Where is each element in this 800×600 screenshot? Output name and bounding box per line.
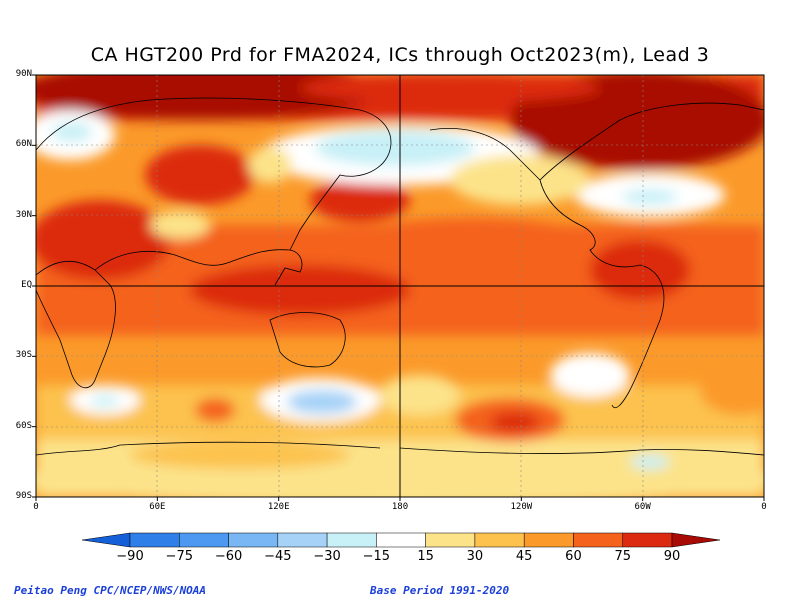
colorbar-swatch xyxy=(277,532,328,548)
map-title: CA HGT200 Prd for FMA2024, ICs through O… xyxy=(90,44,710,66)
colorbar-level-label: 30 xyxy=(466,549,484,564)
colorbar-level-label: 15 xyxy=(417,549,434,564)
colorbar-level-label: −90 xyxy=(116,549,144,564)
lon-label: 120W xyxy=(510,502,533,512)
footer-base-period: Base Period 1991-2020 xyxy=(370,584,510,597)
colorbar-level-label: −30 xyxy=(313,549,341,564)
colorbar-level-label: −45 xyxy=(264,549,292,564)
lat-label: 90S xyxy=(15,491,32,501)
colorbar-swatch xyxy=(326,532,377,548)
footer-credit: Peitao Peng CPC/NCEP/NWS/NOAA xyxy=(14,584,207,597)
lon-label: 180 xyxy=(391,502,409,512)
colorbar-level-label: 60 xyxy=(565,549,582,564)
colorbar-swatch xyxy=(129,532,180,548)
colorbar-swatch-high xyxy=(671,532,721,548)
shaded-field xyxy=(36,75,764,497)
colorbar-swatch xyxy=(474,532,525,548)
lat-label: 90N xyxy=(15,69,32,79)
colorbar-swatch xyxy=(228,532,279,548)
colorbar-swatch xyxy=(425,532,476,548)
colorbar-swatch xyxy=(376,532,426,548)
colorbar-swatch xyxy=(179,532,229,548)
lon-label: 120E xyxy=(267,502,290,512)
coastlines xyxy=(36,97,764,456)
lat-label: 30N xyxy=(15,209,32,220)
lon-label: 0 xyxy=(33,502,39,512)
lat-label: 30S xyxy=(15,350,32,361)
lon-label: 0 xyxy=(761,502,767,512)
lon-label: 60E xyxy=(149,502,166,512)
lat-label: EQ xyxy=(21,280,32,290)
colorbar-level-label: −60 xyxy=(214,549,243,564)
colorbar-level-label: 90 xyxy=(663,549,681,564)
colorbar-swatch-low xyxy=(81,532,131,548)
colorbar-level-label: −15 xyxy=(362,549,391,564)
lat-label: 60S xyxy=(15,420,32,431)
lon-label: 60W xyxy=(634,502,651,512)
colorbar-swatch xyxy=(622,532,673,548)
colorbar-level-label: 75 xyxy=(614,549,631,564)
colorbar-swatch xyxy=(573,532,623,548)
colorbar-swatch xyxy=(523,532,574,548)
colorbar-level-label: −75 xyxy=(165,549,193,564)
lat-label: 60N xyxy=(15,139,32,150)
colorbar-level-label: 45 xyxy=(515,549,533,564)
axis-ticks xyxy=(32,74,765,501)
